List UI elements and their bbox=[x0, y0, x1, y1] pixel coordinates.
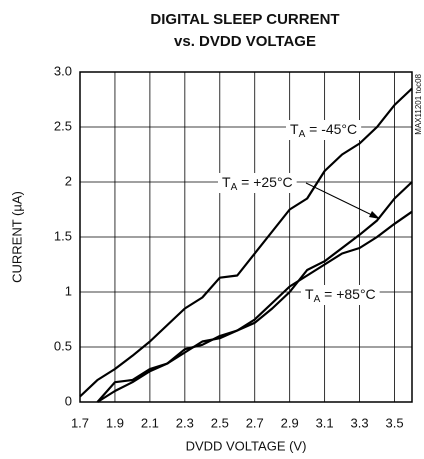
x-tick-label: 3.1 bbox=[316, 415, 334, 430]
annotation: TA = +25°C bbox=[222, 174, 293, 193]
y-tick-label: 3.0 bbox=[54, 63, 72, 78]
annotation-text: T bbox=[222, 174, 231, 190]
x-tick-label: 2.7 bbox=[246, 415, 264, 430]
x-tick-label: 3.5 bbox=[385, 415, 403, 430]
x-tick-label: 2.5 bbox=[211, 415, 229, 430]
arrow bbox=[305, 182, 377, 218]
series-line bbox=[96, 181, 413, 403]
x-tick-label: 1.9 bbox=[106, 415, 124, 430]
series-line bbox=[96, 210, 413, 403]
annotation-sub: A bbox=[231, 182, 238, 193]
label-bg bbox=[218, 173, 297, 193]
label-bg bbox=[286, 120, 362, 140]
annotation-text: T bbox=[305, 286, 314, 302]
x-tick-label: 1.7 bbox=[71, 415, 89, 430]
annotation-rest: = -45°C bbox=[305, 121, 357, 137]
chart-title: vs. DVDD VOLTAGE bbox=[174, 33, 316, 50]
y-tick-label: 2 bbox=[65, 173, 72, 188]
x-tick-label: 2.3 bbox=[176, 415, 194, 430]
y-tick-label: 1 bbox=[65, 283, 72, 298]
arrow-head bbox=[369, 211, 380, 219]
plot-frame bbox=[79, 71, 413, 403]
annotation-sub: A bbox=[299, 129, 306, 140]
y-axis-label: CURRENT (µA) bbox=[9, 191, 24, 283]
series-line bbox=[79, 87, 413, 398]
x-tick-label: 3.3 bbox=[351, 415, 369, 430]
y-tick-label: 0 bbox=[65, 393, 72, 408]
y-tick-label: 2.5 bbox=[54, 118, 72, 133]
annotation-text: T bbox=[290, 121, 299, 137]
x-axis-label: DVDD VOLTAGE (V) bbox=[186, 438, 307, 453]
y-tick-label: 0.5 bbox=[54, 338, 72, 353]
annotation-sub: A bbox=[314, 294, 321, 305]
annotation: TA = -45°C bbox=[290, 121, 357, 140]
annotation: TA = +85°C bbox=[305, 286, 376, 305]
label-bg bbox=[301, 285, 380, 305]
annotation-rest: = +85°C bbox=[320, 286, 375, 302]
x-tick-label: 2.9 bbox=[281, 415, 299, 430]
note: MAX11201 toc08 bbox=[414, 73, 423, 134]
annotation-rest: = +25°C bbox=[237, 174, 292, 190]
x-tick-label: 2.1 bbox=[141, 415, 159, 430]
y-tick-label: 1.5 bbox=[54, 228, 72, 243]
chart-title: DIGITAL SLEEP CURRENT bbox=[150, 11, 339, 28]
